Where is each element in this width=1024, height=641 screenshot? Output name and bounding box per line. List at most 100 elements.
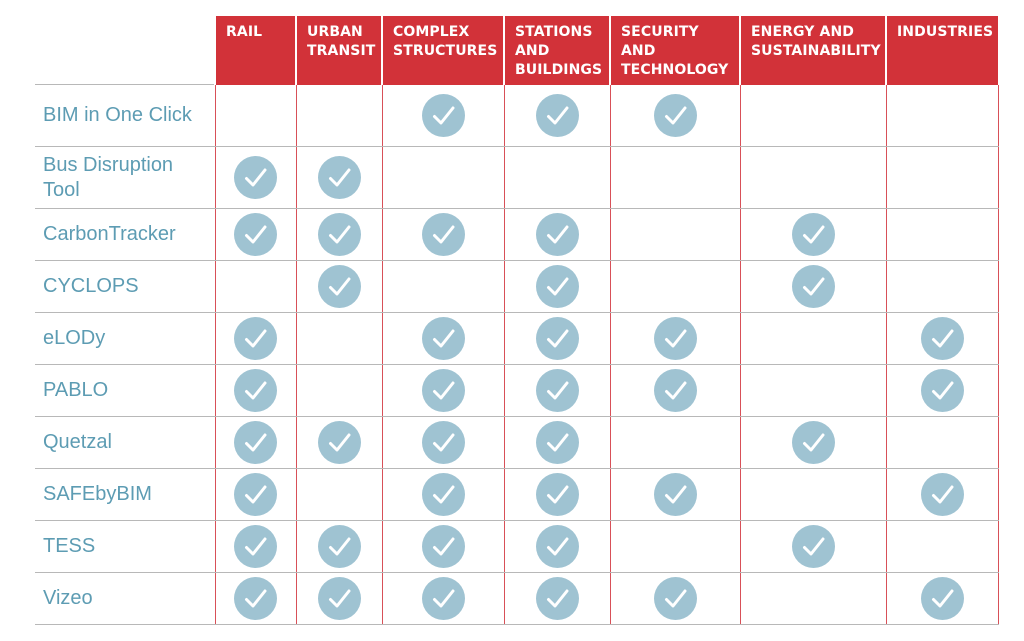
check-circle-icon — [535, 577, 579, 620]
matrix-cell — [739, 520, 886, 573]
matrix-cell — [739, 572, 886, 625]
check-circle-icon — [535, 213, 579, 256]
check-circle-icon — [653, 317, 697, 360]
check-circle-icon — [421, 93, 465, 137]
matrix-cell — [214, 520, 296, 573]
matrix-cell — [503, 416, 610, 469]
matrix-cell — [609, 260, 740, 313]
matrix-cell — [381, 468, 504, 521]
check-circle-icon — [653, 577, 697, 620]
table-row: CarbonTracker — [35, 208, 999, 261]
matrix-cell — [295, 416, 382, 469]
check-circle-icon — [317, 577, 361, 620]
table-row: CYCLOPS — [35, 260, 999, 313]
matrix-table: RAIL URBAN TRANSIT COMPLEX STRUCTURES ST… — [35, 16, 999, 625]
check-circle-icon — [791, 421, 835, 464]
tool-name: BIM in One Click — [35, 84, 215, 147]
matrix-cell — [214, 260, 296, 313]
matrix-cell — [503, 468, 610, 521]
check-circle-icon — [791, 525, 835, 568]
matrix-cell — [295, 468, 382, 521]
matrix-cell — [609, 468, 740, 521]
matrix-cell — [885, 572, 999, 625]
check-circle-icon — [653, 93, 697, 137]
check-circle-icon — [421, 421, 465, 464]
matrix-cell — [885, 84, 999, 147]
matrix-cell — [739, 364, 886, 417]
header-security-and-technology: SECURITY AND TECHNOLOGY — [609, 16, 740, 85]
matrix-cell — [609, 312, 740, 365]
check-circle-icon — [234, 473, 277, 516]
matrix-cell — [381, 146, 504, 209]
matrix-cell — [381, 260, 504, 313]
check-circle-icon — [234, 369, 277, 412]
matrix-cell — [503, 312, 610, 365]
category-label: RAIL — [226, 24, 263, 40]
matrix-cell — [885, 260, 999, 313]
check-circle-icon — [535, 265, 579, 308]
matrix-cell — [214, 146, 296, 209]
matrix-cell — [295, 146, 382, 209]
tool-name: PABLO — [35, 364, 215, 417]
check-circle-icon — [234, 421, 277, 464]
matrix-cell — [609, 146, 740, 209]
check-circle-icon — [421, 369, 465, 412]
header-corner — [35, 16, 215, 85]
matrix-cell — [503, 84, 610, 147]
table-row: PABLO — [35, 364, 999, 417]
check-circle-icon — [421, 525, 465, 568]
matrix-cell — [885, 468, 999, 521]
matrix-cell — [609, 520, 740, 573]
tool-name: Bus Disruption Tool — [35, 146, 215, 209]
matrix-cell — [381, 416, 504, 469]
tool-name: Quetzal — [35, 416, 215, 469]
matrix-cell — [503, 572, 610, 625]
check-circle-icon — [653, 473, 697, 516]
matrix-cell — [739, 84, 886, 147]
check-circle-icon — [317, 156, 361, 199]
check-circle-icon — [920, 369, 964, 412]
matrix-cell — [295, 260, 382, 313]
table-row: eLODy — [35, 312, 999, 365]
check-circle-icon — [234, 577, 277, 620]
check-circle-icon — [234, 317, 277, 360]
category-label: COMPLEX STRUCTURES — [393, 24, 498, 59]
matrix-cell — [885, 312, 999, 365]
matrix-cell — [885, 520, 999, 573]
check-circle-icon — [535, 369, 579, 412]
matrix-cell — [739, 260, 886, 313]
matrix-cell — [609, 364, 740, 417]
check-circle-icon — [791, 265, 835, 308]
matrix-cell — [214, 312, 296, 365]
check-circle-icon — [421, 317, 465, 360]
matrix-cell — [214, 416, 296, 469]
check-circle-icon — [920, 577, 964, 620]
category-label: INDUSTRIES — [897, 24, 994, 40]
table-row: Vizeo — [35, 572, 999, 625]
matrix-cell — [295, 520, 382, 573]
check-circle-icon — [317, 421, 361, 464]
table-row: Quetzal — [35, 416, 999, 469]
matrix-cell — [739, 208, 886, 261]
header-rail: RAIL — [214, 16, 296, 85]
matrix-cell — [609, 84, 740, 147]
matrix-cell — [503, 364, 610, 417]
matrix-cell — [503, 146, 610, 209]
matrix-cell — [885, 364, 999, 417]
matrix-cell — [214, 208, 296, 261]
matrix-body: BIM in One Click Bus Disruption Tool — [35, 84, 999, 625]
header-row: RAIL URBAN TRANSIT COMPLEX STRUCTURES ST… — [35, 16, 998, 85]
check-circle-icon — [421, 473, 465, 516]
header-energy-and-sustainability: ENERGY AND SUSTAINABILITY — [739, 16, 886, 85]
tool-name: CYCLOPS — [35, 260, 215, 313]
matrix-cell — [739, 468, 886, 521]
tool-name: SAFEbyBIM — [35, 468, 215, 521]
matrix-cell — [295, 84, 382, 147]
header-industries: INDUSTRIES — [885, 16, 998, 85]
matrix-cell — [295, 312, 382, 365]
matrix-cell — [609, 416, 740, 469]
matrix-cell — [295, 208, 382, 261]
check-circle-icon — [653, 369, 697, 412]
table-row: BIM in One Click — [35, 84, 999, 147]
